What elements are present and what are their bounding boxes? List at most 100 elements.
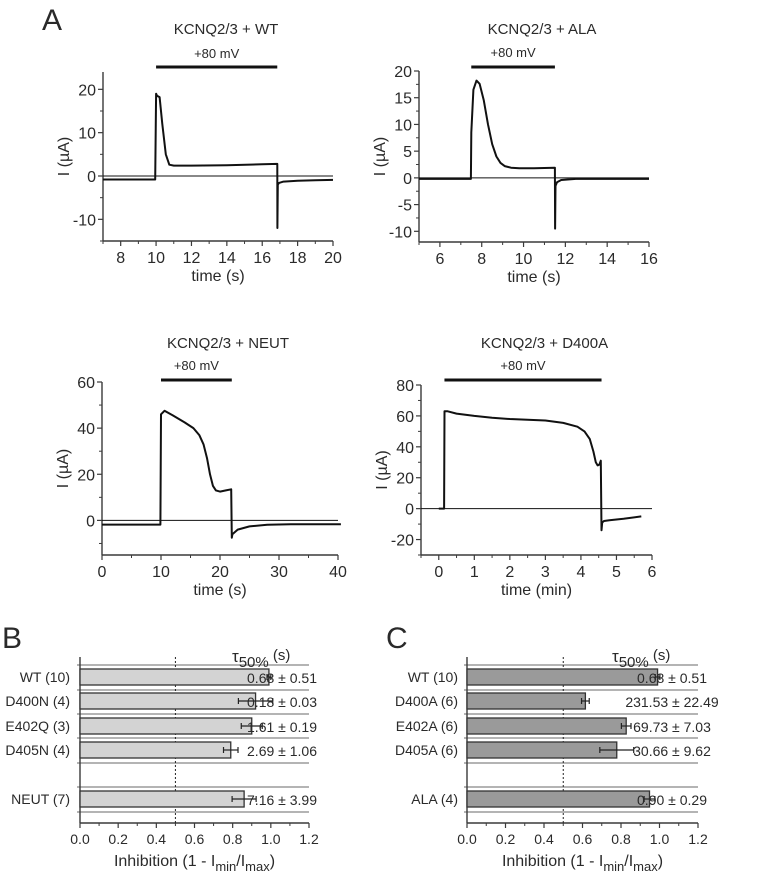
tau-value: 0.90 ± 0.29 [637, 792, 707, 808]
category-label: D400N (4) [5, 693, 70, 709]
trace-panel-wt: KCNQ2/3 + WT +80 mV 8 10 12 14 16 18 20 -10 0 10 20 t… [56, 21, 342, 285]
tau-symbol: τ [612, 647, 619, 666]
tau-value: 0.68 ± 0.51 [247, 670, 317, 686]
x-tick-label: 4 [576, 564, 585, 581]
x-axis-label: Inhibition (1 - Imin/Imax) [114, 853, 275, 874]
x-axis-label: time (s) [191, 268, 244, 285]
x-tick-label: 1.0 [261, 831, 281, 847]
bar [79, 717, 253, 735]
tau-value: 7.16 ± 3.99 [247, 792, 317, 808]
x-tick-label: 40 [329, 564, 347, 581]
trace-panel-neut: KCNQ2/3 + NEUT +80 mV 0 10 20 30 40 0 20 40 60 time… [55, 335, 347, 599]
category-label: WT (10) [408, 669, 458, 685]
y-tick-label: 80 [396, 378, 414, 395]
x-tick-label: 16 [253, 250, 271, 267]
y-tick-label: -10 [389, 224, 412, 241]
y-tick-label: 60 [77, 375, 95, 392]
tau-value: 30.66 ± 9.62 [633, 743, 711, 759]
x-tick-label: 30 [270, 564, 288, 581]
x-tick-label: 0.2 [496, 831, 516, 847]
tau-value: 1.61 ± 0.19 [247, 719, 317, 735]
tau-value: 0.18 ± 0.03 [247, 694, 317, 710]
bar [466, 692, 587, 710]
tau-value: 2.69 ± 1.06 [247, 743, 317, 759]
bar-panel-b: WT (10) 0.68 ± 0.51 D400N (4) 0.18 ± 0.03 E4… [5, 647, 319, 874]
trace-panel-d400a: KCNQ2/3 + D400A +80 mV 0 1 2 3 4 5 6 -20 0 20 40 60 80… [374, 335, 657, 599]
x-axis-label-part: max [633, 859, 658, 874]
x-tick-label: 10 [152, 564, 170, 581]
x-axis-label-part: max [245, 859, 270, 874]
tau-symbol: τ [232, 647, 239, 666]
x-tick-label: 14 [218, 250, 236, 267]
category-label: D405N (4) [5, 742, 70, 758]
y-tick-label: 5 [403, 144, 412, 161]
x-tick-label: 0.6 [185, 831, 205, 847]
stimulus-label: +80 mV [194, 46, 239, 61]
current-trace [102, 409, 341, 539]
category-label: E402A (6) [396, 718, 458, 734]
trace-panel-ala: KCNQ2/3 + ALA +80 mV 6 8 10 12 14 16 -10 -5 0 5 10 15… [372, 21, 658, 286]
x-tick-label: 0 [98, 564, 107, 581]
current-trace [419, 79, 649, 230]
panel-title: KCNQ2/3 + D400A [481, 335, 608, 352]
panel-title: KCNQ2/3 + WT [174, 21, 279, 38]
x-tick-label: 0.0 [457, 831, 477, 847]
x-axis-label: time (min) [501, 582, 572, 599]
panel-title: KCNQ2/3 + ALA [488, 21, 597, 38]
panel-label-c: C [386, 622, 408, 655]
y-axis-label: I (µA) [55, 449, 72, 488]
y-tick-label: 0 [86, 513, 95, 530]
x-tick-label: 0.2 [108, 831, 128, 847]
bar [79, 692, 257, 710]
category-label: NEUT (7) [11, 791, 70, 807]
x-tick-label: 2 [505, 564, 514, 581]
bar [79, 668, 270, 686]
x-tick-label: 0.8 [611, 831, 631, 847]
y-tick-label: 40 [396, 440, 414, 457]
tau-subscript: 50% [239, 654, 269, 671]
tau-header: τ50% (s) [612, 647, 670, 671]
x-tick-label: 20 [211, 564, 229, 581]
y-tick-label: 20 [396, 471, 414, 488]
y-tick-label: -5 [398, 198, 412, 215]
x-tick-label: 6 [435, 251, 444, 268]
x-tick-label: 0.4 [534, 831, 554, 847]
category-label: E402Q (3) [5, 718, 70, 734]
stimulus-label: +80 mV [500, 358, 545, 373]
x-tick-label: 0.8 [223, 831, 243, 847]
category-label: D400A (6) [395, 693, 458, 709]
x-axis-label: time (s) [507, 269, 560, 286]
panel-label-a: A [42, 4, 62, 37]
x-tick-label: 8 [477, 251, 486, 268]
bar-panel-c: WT (10) 0.68 ± 0.51 D400A (6) 231.53 ± 22.4… [395, 647, 719, 874]
x-tick-label: 1 [470, 564, 479, 581]
x-tick-label: 1.2 [299, 831, 319, 847]
bar [79, 741, 232, 759]
bar [466, 741, 618, 759]
bar [466, 717, 627, 735]
x-axis-label-part: ) [658, 853, 663, 870]
x-axis-label-part: Inhibition (1 - I [114, 853, 215, 870]
tau-unit: (s) [649, 647, 671, 664]
y-tick-label: 15 [394, 91, 412, 108]
y-tick-label: 0 [405, 502, 414, 519]
bar [466, 668, 659, 686]
y-axis-label: I (µA) [372, 137, 389, 176]
y-tick-label: 20 [77, 467, 95, 484]
x-axis-label-part: min [215, 859, 236, 874]
y-axis-label: I (µA) [374, 450, 391, 489]
y-tick-label: 0 [403, 171, 412, 188]
tau-value: 69.73 ± 7.03 [633, 719, 711, 735]
bar [466, 790, 651, 808]
y-tick-label: 60 [396, 409, 414, 426]
x-tick-label: 1.0 [650, 831, 670, 847]
x-axis-label-part: Inhibition (1 - I [502, 853, 603, 870]
x-axis-label: Inhibition (1 - Imin/Imax) [502, 853, 663, 874]
y-axis-label: I (µA) [56, 137, 73, 176]
x-tick-label: 5 [612, 564, 621, 581]
x-tick-label: 10 [515, 251, 533, 268]
x-axis-label: time (s) [193, 582, 246, 599]
y-tick-label: 10 [394, 117, 412, 134]
x-axis-label-part: /I [624, 853, 633, 870]
y-tick-label: 20 [394, 64, 412, 81]
